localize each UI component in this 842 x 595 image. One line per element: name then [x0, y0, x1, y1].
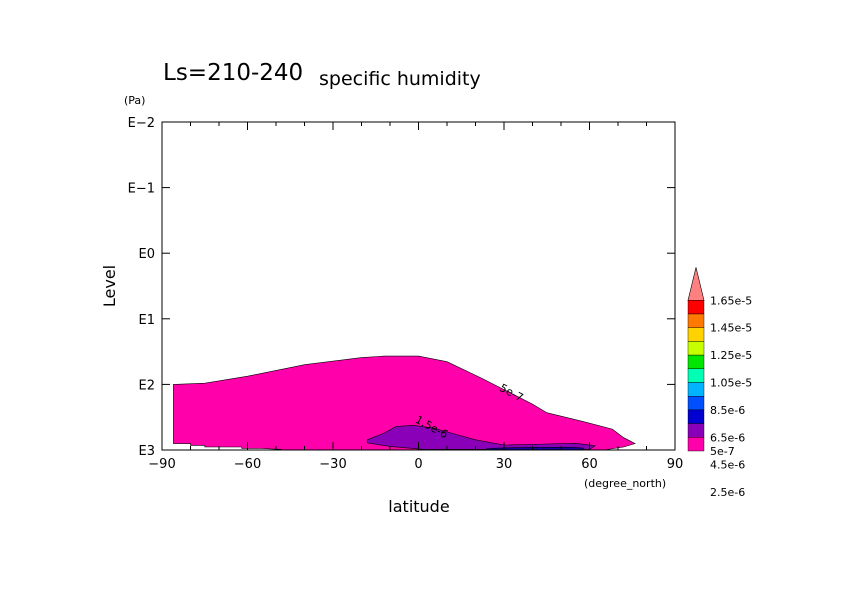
- x-tick-label: −60: [234, 457, 261, 472]
- x-axis-unit: (degree_north): [584, 477, 666, 490]
- colorbar-swatch: [687, 368, 705, 383]
- y-axis-unit: (Pa): [124, 94, 145, 107]
- colorbar-swatch: [687, 300, 705, 315]
- colorbar-swatch: [687, 382, 705, 397]
- chart-title-main: Ls=210-240: [163, 60, 303, 86]
- colorbar-swatch: [687, 423, 705, 438]
- y-tick-label: E1: [139, 313, 156, 328]
- y-tick-label: E2: [139, 378, 156, 393]
- y-tick-label: E−1: [128, 182, 155, 197]
- x-tick-label: 90: [667, 457, 684, 472]
- x-tick-label: −90: [148, 457, 175, 472]
- colorbar-label: 1.65e-5: [710, 294, 752, 307]
- colorbar-label: 6.5e-6: [710, 431, 745, 444]
- y-axis-label: Level: [100, 265, 119, 307]
- colorbar-swatch: [687, 409, 705, 424]
- contour-region-1: [366, 424, 597, 450]
- colorbar-arrow: [687, 267, 705, 301]
- colorbar-label: 2.5e-6: [710, 486, 745, 499]
- colorbar-label: 5e-7: [710, 445, 735, 458]
- colorbar-label: 1.05e-5: [710, 377, 752, 390]
- colorbar-swatch: [687, 354, 705, 370]
- y-tick-label: E3: [139, 444, 156, 459]
- colorbar-swatch: [687, 313, 705, 328]
- colorbar-label: 1.25e-5: [710, 349, 752, 362]
- contour-regions: [173, 355, 636, 451]
- x-tick-label: 60: [581, 457, 598, 472]
- colorbar-label: 1.45e-5: [710, 322, 752, 335]
- x-tick-label: −30: [319, 457, 346, 472]
- y-tick-label: E−2: [128, 116, 155, 131]
- x-tick-label: 30: [496, 457, 513, 472]
- colorbar-swatch: [687, 396, 705, 411]
- colorbar-label: 8.5e-6: [710, 404, 745, 417]
- contour-region-0: [173, 355, 636, 451]
- x-tick-label: 0: [414, 457, 422, 472]
- y-tick-label: E0: [139, 247, 156, 262]
- colorbar-swatch: [687, 437, 705, 452]
- x-axis-label: latitude: [388, 497, 449, 516]
- colorbar-swatch: [687, 327, 705, 342]
- chart-title-sub: specific humidity: [319, 68, 481, 90]
- colorbar-legend: 1.65e-5 1.45e-5 1.25e-5 1.05e-5 8.5e-6 6.5e-6…: [687, 267, 752, 499]
- colorbar-label: 4.5e-6: [710, 459, 745, 472]
- colorbar-swatch: [687, 341, 705, 356]
- axes: −90 −60 −30 0 30 60 90 E−2 E−1 E0 E1 E2 E3: [128, 116, 684, 472]
